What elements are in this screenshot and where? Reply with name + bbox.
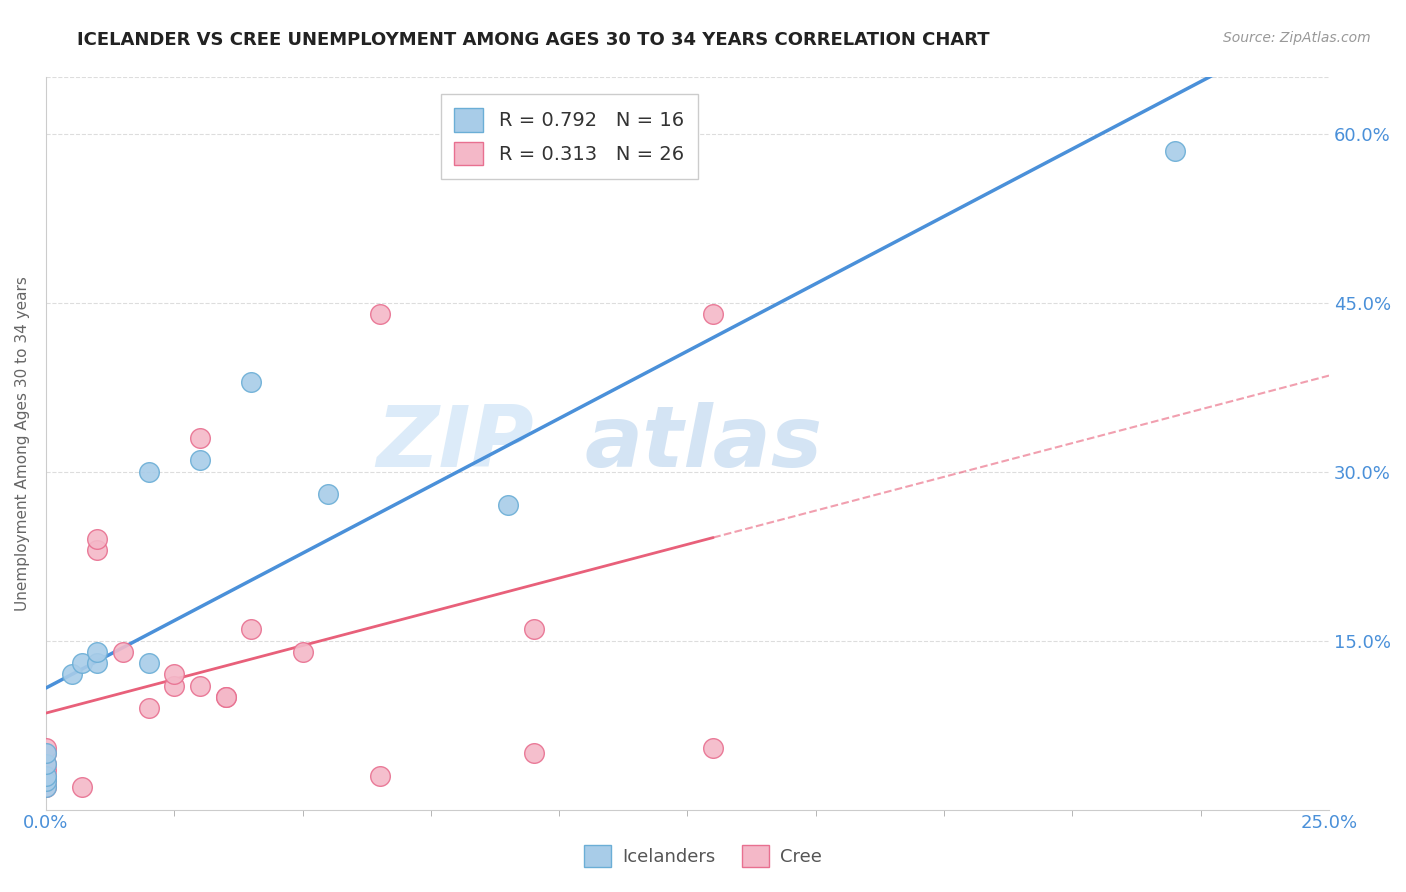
Point bbox=[35, 746, 58, 760]
Point bbox=[188, 431, 211, 445]
Point bbox=[35, 757, 58, 772]
Point bbox=[70, 656, 93, 670]
Point bbox=[188, 679, 211, 693]
Point bbox=[60, 667, 83, 681]
Point bbox=[138, 465, 160, 479]
Point bbox=[1164, 144, 1187, 158]
Point bbox=[702, 740, 724, 755]
Point bbox=[35, 763, 58, 777]
Text: Source: ZipAtlas.com: Source: ZipAtlas.com bbox=[1223, 31, 1371, 45]
Point bbox=[86, 543, 108, 558]
Point bbox=[522, 623, 544, 637]
Point bbox=[35, 740, 58, 755]
Legend: Icelanders, Cree: Icelanders, Cree bbox=[576, 838, 830, 874]
Text: ZIP: ZIP bbox=[375, 402, 533, 485]
Point bbox=[35, 780, 58, 794]
Point bbox=[35, 757, 58, 772]
Point bbox=[163, 679, 186, 693]
Point bbox=[86, 533, 108, 547]
Point bbox=[522, 746, 544, 760]
Point bbox=[35, 746, 58, 760]
Point bbox=[240, 375, 263, 389]
Point bbox=[35, 780, 58, 794]
Legend: R = 0.792   N = 16, R = 0.313   N = 26: R = 0.792 N = 16, R = 0.313 N = 26 bbox=[440, 95, 697, 179]
Point bbox=[86, 656, 108, 670]
Point bbox=[35, 774, 58, 789]
Point bbox=[111, 645, 134, 659]
Point bbox=[214, 690, 236, 704]
Point bbox=[70, 780, 93, 794]
Point bbox=[702, 307, 724, 321]
Point bbox=[240, 623, 263, 637]
Point bbox=[496, 499, 519, 513]
Point bbox=[316, 487, 339, 501]
Point bbox=[188, 453, 211, 467]
Text: atlas: atlas bbox=[585, 402, 823, 485]
Point bbox=[138, 656, 160, 670]
Y-axis label: Unemployment Among Ages 30 to 34 years: Unemployment Among Ages 30 to 34 years bbox=[15, 276, 30, 611]
Point bbox=[368, 769, 391, 783]
Point bbox=[368, 307, 391, 321]
Point bbox=[163, 667, 186, 681]
Point bbox=[86, 645, 108, 659]
Text: ICELANDER VS CREE UNEMPLOYMENT AMONG AGES 30 TO 34 YEARS CORRELATION CHART: ICELANDER VS CREE UNEMPLOYMENT AMONG AGE… bbox=[77, 31, 990, 49]
Point bbox=[35, 769, 58, 783]
Point bbox=[291, 645, 314, 659]
Point bbox=[138, 701, 160, 715]
Point bbox=[214, 690, 236, 704]
Point bbox=[35, 774, 58, 789]
Point bbox=[35, 769, 58, 783]
